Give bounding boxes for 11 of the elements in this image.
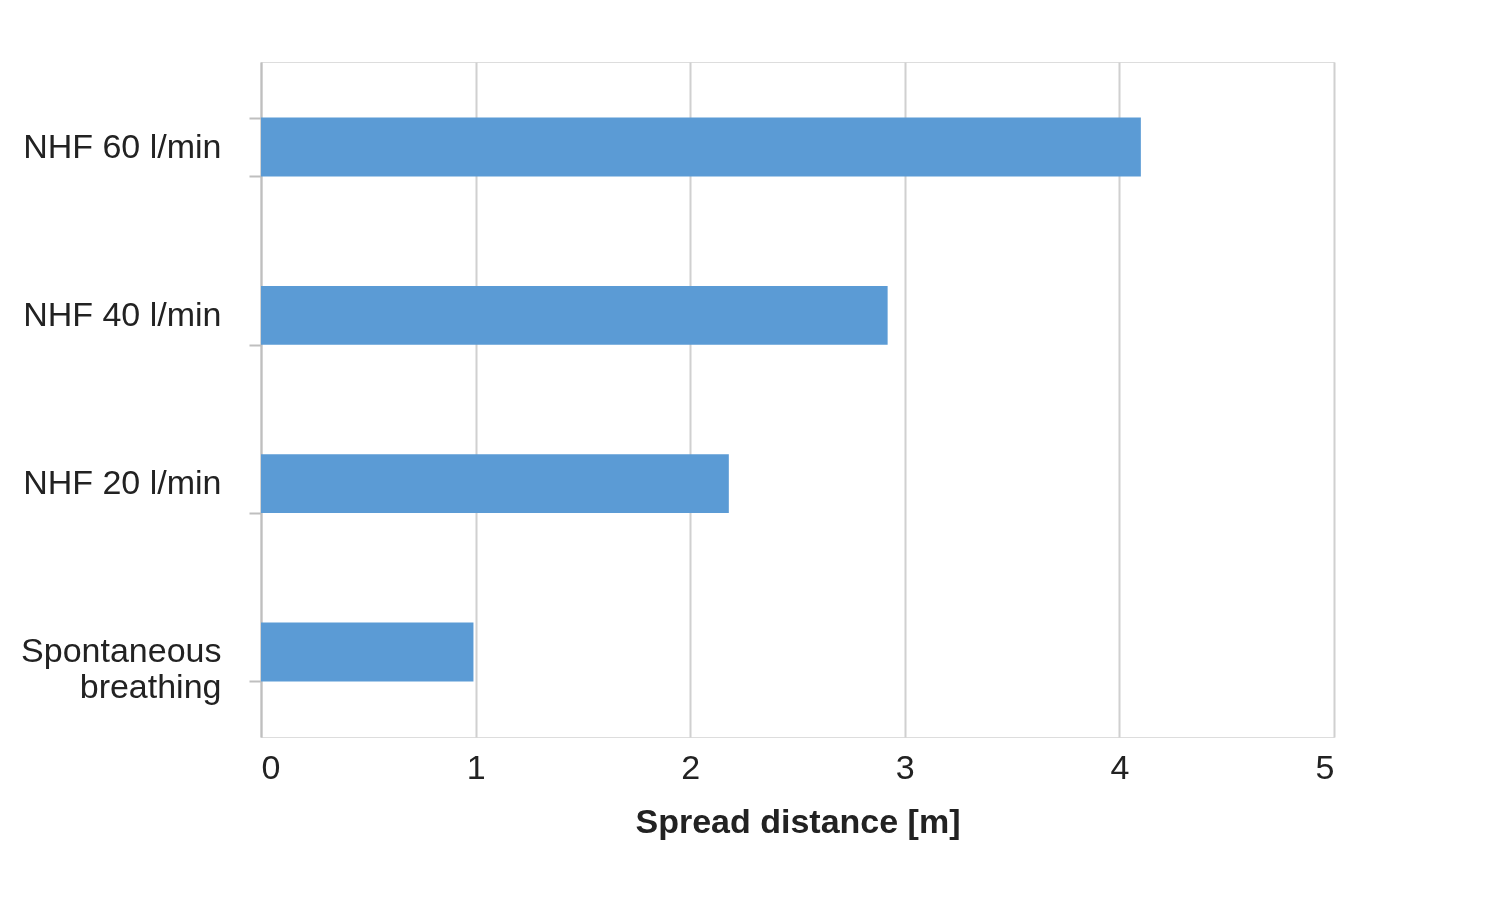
x-axis-title: Spread distance [m] xyxy=(635,801,961,840)
x-tick-label: 2 xyxy=(681,747,701,786)
y-tick-label: NHF 20 l/min xyxy=(23,463,222,502)
x-tick-label: 1 xyxy=(466,747,486,786)
x-tick-label: 4 xyxy=(1110,747,1130,786)
x-tick-label: 5 xyxy=(1315,747,1335,786)
x-tick-label: 3 xyxy=(895,747,915,786)
y-tick-label: Spontaneous breathing xyxy=(21,631,222,706)
x-tick-label: 0 xyxy=(261,747,281,786)
y-tick-label: NHF 60 l/min xyxy=(23,126,222,165)
y-tick-label: NHF 40 l/min xyxy=(23,294,222,333)
